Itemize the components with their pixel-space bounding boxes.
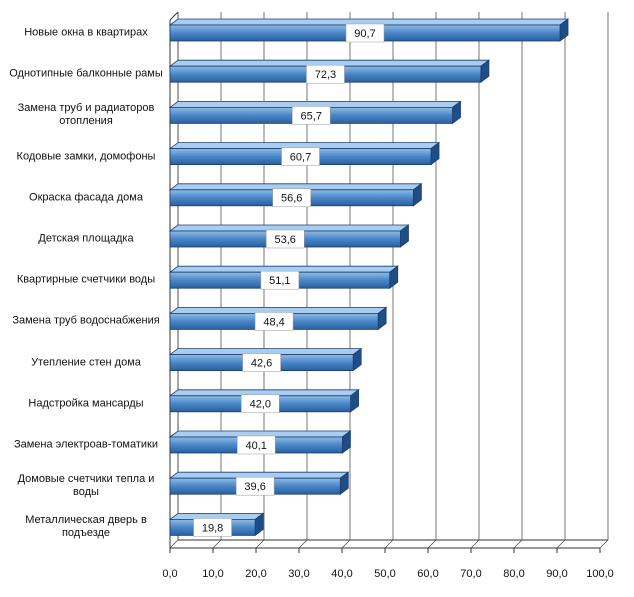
value-label-box <box>265 229 305 249</box>
value-label-box <box>242 353 281 372</box>
value-label: 48,4 <box>263 316 284 328</box>
x-tick-label: 70,0 <box>460 568 481 580</box>
x-tick-label: 40,0 <box>331 568 352 580</box>
grid-line <box>470 12 480 549</box>
value-label-box <box>306 64 345 84</box>
y-tick-label: Утепление стен дома <box>31 356 141 369</box>
value-label-box <box>236 435 276 455</box>
x-tick-label: 90,0 <box>546 568 567 580</box>
value-label: 51,1 <box>269 275 290 287</box>
y-tick-label: Домовые счетчики тепла и воды <box>17 473 155 499</box>
grid-line <box>556 12 566 549</box>
value-label: 19,8 <box>202 522 223 534</box>
value-label: 42,0 <box>250 399 271 411</box>
y-tick-label: Металлическая дверь в подъезде <box>25 514 147 540</box>
x-tick-label: 100,0 <box>586 568 614 580</box>
x-tick-label: 30,0 <box>288 568 309 580</box>
x-tick-label: 80,0 <box>503 568 524 580</box>
y-tick-label: Новые окна в квартирах <box>24 26 148 39</box>
value-label: 39,6 <box>244 481 265 493</box>
grid-line <box>599 12 609 549</box>
value-label-box <box>272 188 311 208</box>
value-label: 65,7 <box>301 110 322 122</box>
value-label-box <box>292 106 331 125</box>
value-label-box <box>235 476 275 496</box>
value-label-box <box>241 394 280 414</box>
x-tick-label: 60,0 <box>417 568 438 580</box>
value-label: 60,7 <box>290 152 311 164</box>
value-label: 40,1 <box>246 440 267 452</box>
x-tick-label: 0,0 <box>162 568 177 580</box>
grid-line <box>513 12 523 549</box>
value-label: 56,6 <box>281 193 302 205</box>
value-label-box <box>254 312 294 331</box>
value-label: 72,3 <box>315 69 336 81</box>
x-tick-label: 10,0 <box>202 568 223 580</box>
value-label-box <box>345 23 385 43</box>
y-tick-label: Замена электроав-томатики <box>13 438 159 451</box>
y-tick-label: Кодовые замки, домофоны <box>16 150 156 163</box>
value-label-box <box>260 270 300 290</box>
value-label-box <box>193 518 232 537</box>
value-label: 42,6 <box>251 358 272 370</box>
y-tick-label: Детская площадка <box>38 232 134 245</box>
y-tick-label: Надстройка мансарды <box>28 397 144 410</box>
y-tick-label: Квартирные счетчики воды <box>16 273 156 286</box>
value-label: 90,7 <box>354 28 375 40</box>
y-tick-label: Окраска фасада дома <box>29 191 143 204</box>
value-label: 53,6 <box>275 234 296 246</box>
y-tick-label: Замена труб водоснабжения <box>12 314 160 327</box>
y-tick-label: Замена труб и радиаторов отопления <box>17 102 155 128</box>
value-label-box <box>281 147 320 166</box>
y-tick-label: Однотипные балконные рамы <box>9 67 163 80</box>
x-tick-label: 50,0 <box>374 568 395 580</box>
x-tick-label: 20,0 <box>245 568 266 580</box>
left-wall-top <box>169 11 179 21</box>
grid-line <box>427 12 437 549</box>
